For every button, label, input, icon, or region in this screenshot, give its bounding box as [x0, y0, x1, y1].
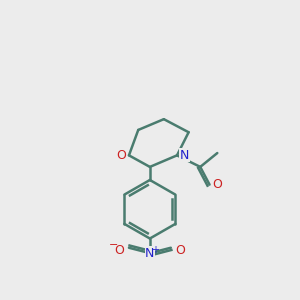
Text: O: O — [212, 178, 222, 191]
Text: −: − — [109, 240, 118, 250]
Text: O: O — [175, 244, 185, 257]
Text: N: N — [145, 247, 154, 260]
Text: +: + — [151, 245, 159, 255]
Text: O: O — [116, 149, 126, 162]
Text: O: O — [115, 244, 124, 257]
Text: N: N — [180, 149, 189, 162]
